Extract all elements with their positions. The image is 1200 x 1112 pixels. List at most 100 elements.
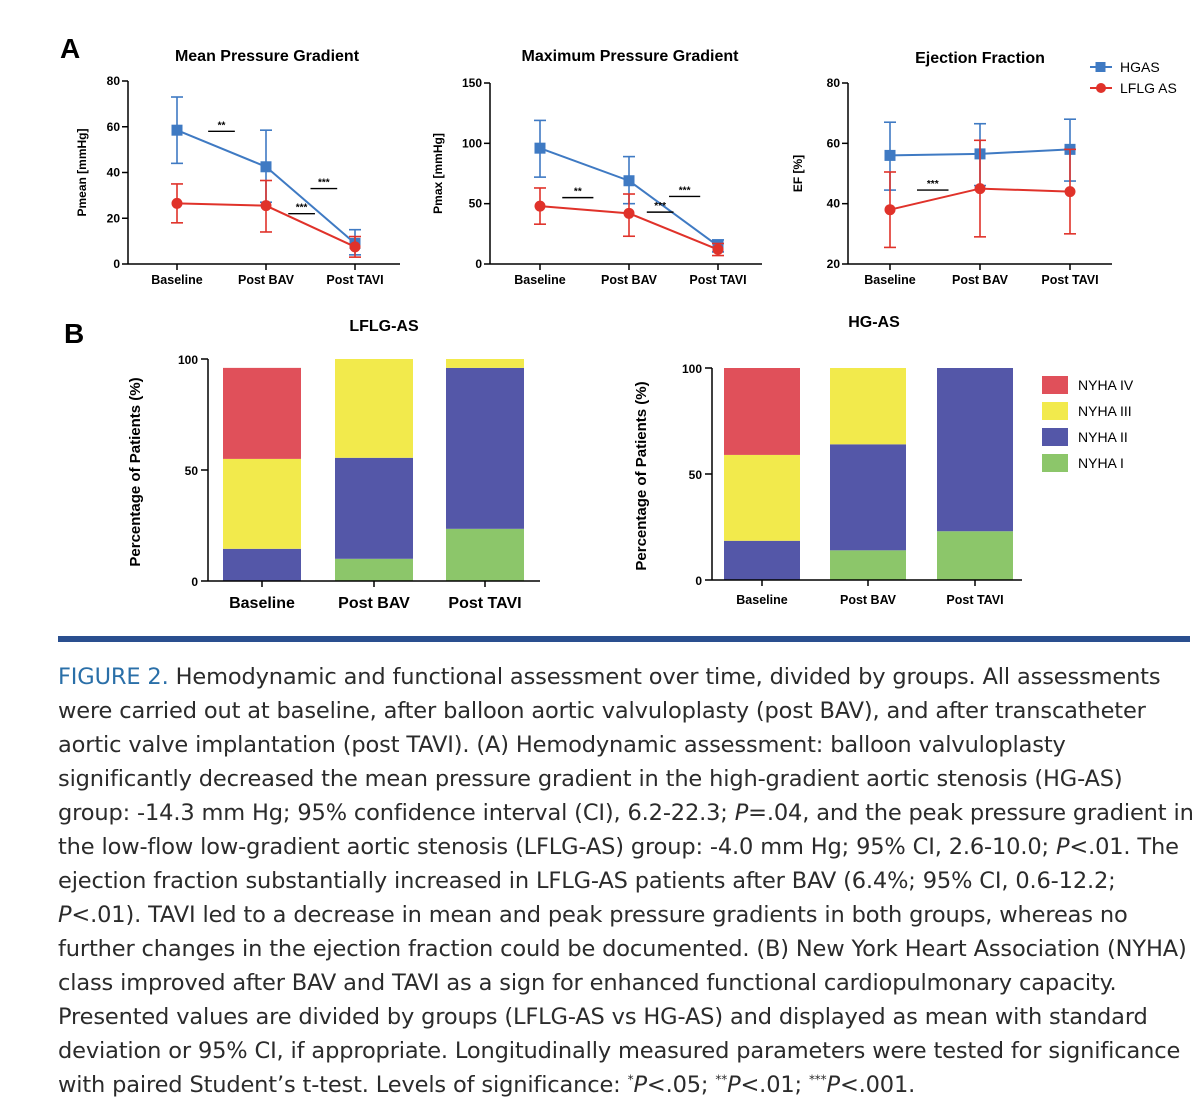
bar-segment-nyha-iii bbox=[830, 368, 906, 445]
x-tick-label: Post BAV bbox=[952, 273, 1009, 287]
y-tick-label: 0 bbox=[113, 257, 120, 271]
y-tick-label: 100 bbox=[682, 362, 702, 376]
chart-title: HG-AS bbox=[848, 314, 900, 331]
data-point bbox=[534, 200, 546, 212]
caption-text-part: *** bbox=[808, 1072, 827, 1087]
charts-layer: Mean Pressure Gradient Pmean [mmHg] 0 20 40 6… bbox=[75, 48, 1177, 612]
y-tick-label: 80 bbox=[107, 74, 121, 88]
caption-text-part: =.04, and the peak pressure gradient in … bbox=[58, 800, 1194, 860]
panel-letter-b: B bbox=[64, 318, 84, 349]
legend-swatch bbox=[1042, 454, 1068, 472]
legend-label: NYHA III bbox=[1078, 403, 1132, 419]
series-hgas bbox=[171, 96, 361, 256]
x-tick-label: Post TAVI bbox=[448, 595, 521, 612]
legend-label: LFLG AS bbox=[1120, 80, 1177, 96]
y-tick-label: 50 bbox=[689, 468, 703, 482]
x-tick-label: Baseline bbox=[514, 273, 565, 287]
data-point bbox=[534, 142, 546, 154]
caption-divider bbox=[58, 636, 1190, 642]
series-lflg-as bbox=[171, 179, 361, 258]
caption-text-part: <.05; bbox=[646, 1072, 716, 1098]
x-tick-label: Baseline bbox=[229, 595, 295, 612]
caption-text-part: P bbox=[633, 1072, 647, 1098]
bar-segment-nyha-iv bbox=[223, 367, 301, 459]
figure-canvas: A B Mean Pressure Gradient Pmean [mmHg] 0 2… bbox=[60, 33, 1177, 612]
significance-label: *** bbox=[318, 178, 330, 189]
data-point bbox=[884, 149, 896, 161]
y-tick-label: 80 bbox=[827, 76, 841, 90]
bar-segment-nyha-ii bbox=[223, 548, 301, 581]
y-tick-label: 100 bbox=[178, 353, 198, 367]
x-tick-label: Post BAV bbox=[238, 273, 295, 287]
bar-segment-nyha-ii bbox=[937, 368, 1013, 532]
y-tick-label: 0 bbox=[191, 575, 198, 589]
legend-label: NYHA II bbox=[1078, 429, 1128, 445]
y-tick-label: 0 bbox=[695, 574, 702, 588]
bar-segment-nyha-ii bbox=[446, 367, 524, 529]
data-point bbox=[712, 244, 724, 256]
caption-text-part: <.001. bbox=[839, 1072, 916, 1098]
data-point bbox=[171, 124, 183, 136]
data-point bbox=[623, 175, 635, 187]
x-tick-label: Post TAVI bbox=[946, 593, 1003, 607]
data-point bbox=[1064, 186, 1076, 198]
y-tick-label: 60 bbox=[827, 136, 841, 150]
legend-b: NYHA IV NYHA III NYHA II NYHA I bbox=[1042, 376, 1134, 472]
bar-segment-nyha-iii bbox=[335, 359, 413, 458]
legend-a: HGAS LFLG AS bbox=[1090, 59, 1177, 96]
caption-text-part: <.01). TAVI led to a decrease in mean an… bbox=[58, 902, 1187, 1098]
y-tick-label: 40 bbox=[827, 197, 841, 211]
chart-title: LFLG-AS bbox=[349, 318, 419, 335]
caption-text-part: ** bbox=[715, 1072, 728, 1087]
caption-text-part: Hemodynamic and functional assessment ov… bbox=[58, 664, 1161, 826]
significance-label: *** bbox=[654, 201, 666, 212]
series-lflg-as bbox=[534, 187, 724, 257]
bar-segment-nyha-iv bbox=[724, 368, 800, 455]
x-tick-label: Baseline bbox=[736, 593, 787, 607]
bar-segment-nyha-ii bbox=[830, 444, 906, 551]
y-axis-label: Pmax [mmHg] bbox=[431, 133, 445, 214]
bar-segment-nyha-ii bbox=[724, 540, 800, 580]
caption-text-part: * bbox=[627, 1072, 634, 1087]
significance-label: ** bbox=[218, 120, 226, 131]
x-tick-label: Post TAVI bbox=[689, 273, 746, 287]
x-tick-label: Post BAV bbox=[601, 273, 658, 287]
y-tick-label: 20 bbox=[827, 257, 841, 271]
series-lflg-as bbox=[884, 139, 1076, 249]
x-tick-label: Post BAV bbox=[840, 593, 897, 607]
panel-letter-a: A bbox=[60, 33, 80, 64]
y-tick-label: 0 bbox=[475, 257, 482, 271]
y-tick-label: 50 bbox=[185, 464, 199, 478]
legend-swatch bbox=[1042, 428, 1068, 446]
bar-segment-nyha-i bbox=[335, 558, 413, 581]
y-tick-label: 60 bbox=[107, 120, 121, 134]
bar-segment-nyha-i bbox=[446, 528, 524, 581]
legend-swatch bbox=[1042, 376, 1068, 394]
x-tick-label: Post TAVI bbox=[1041, 273, 1098, 287]
x-tick-label: Baseline bbox=[151, 273, 202, 287]
y-axis-label: Percentage of Patients (%) bbox=[633, 381, 650, 570]
legend-label: HGAS bbox=[1120, 59, 1160, 75]
bar-segment-nyha-iii bbox=[223, 458, 301, 549]
y-tick-label: 150 bbox=[462, 76, 482, 90]
caption-text-part: <.01; bbox=[740, 1072, 809, 1098]
legend-marker bbox=[1095, 62, 1106, 72]
line-chart-mean-gradient: Mean Pressure Gradient Pmean [mmHg] 0 20 40 6… bbox=[75, 48, 400, 287]
caption-text-part: P bbox=[734, 800, 749, 826]
bar-segment-nyha-iii bbox=[446, 359, 524, 368]
chart-title: Mean Pressure Gradient bbox=[175, 48, 360, 65]
legend-swatch bbox=[1042, 402, 1068, 420]
significance-label: *** bbox=[296, 203, 308, 214]
figure-caption: FIGURE 2. Hemodynamic and functional ass… bbox=[58, 660, 1198, 1102]
bar-chart-nyha-hg: HG-AS Percentage of Patients (%) 0 50 100 Bas… bbox=[633, 314, 1022, 607]
caption-text-part: P bbox=[826, 1072, 841, 1098]
y-axis-label: EF [%] bbox=[791, 155, 805, 192]
legend-marker bbox=[1096, 83, 1106, 93]
bar-segment-nyha-i bbox=[830, 550, 906, 580]
bar-segment-nyha-ii bbox=[335, 457, 413, 559]
y-axis-label: Pmean [mmHg] bbox=[75, 128, 89, 216]
data-point bbox=[260, 161, 272, 173]
line-chart-ejection-fraction: Ejection Fraction EF [%] 20 40 60 80 Baseline P… bbox=[791, 50, 1112, 287]
caption-text-part: P bbox=[727, 1072, 741, 1098]
significance-label: *** bbox=[927, 179, 939, 190]
